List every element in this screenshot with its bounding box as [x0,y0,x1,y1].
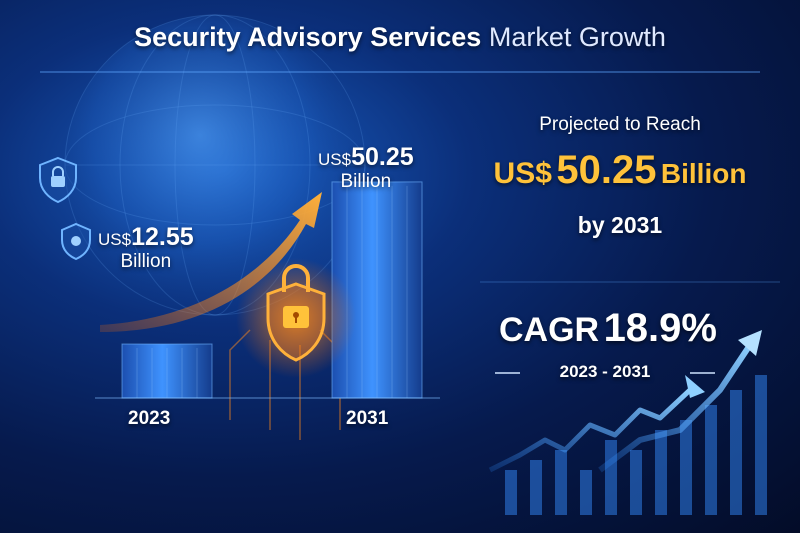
data-label-value: 12.55 [131,223,194,251]
globe-grid [64,14,366,316]
projection-value: US$ 50.25 Billion [460,148,780,193]
padlock-icon [266,264,326,362]
data-label-2023: US$12.55 Billion [98,223,194,272]
projection-year: by 2031 [577,212,663,238]
cagr-value: 18.9% [603,306,717,350]
projection-unit: Billion [660,158,747,189]
shield-lock-icon [39,156,77,204]
data-label-2031: US$50.25 Billion [318,143,414,192]
page-title: Security Advisory Services Market Growth [0,22,800,53]
cagr-stat: CAGR 18.9% [478,306,738,351]
data-label-currency: US$ [318,150,352,169]
cagr-period: 2023 - 2031 [559,362,651,381]
data-label-value: 50.25 [351,143,414,171]
data-label-currency: US$ [98,230,132,249]
projection-label: Projected to Reach [539,114,701,135]
projection-number: 50.25 [556,148,657,192]
title-light: Market Growth [488,22,666,52]
growth-decoration [488,330,767,515]
title-bold: Security Advisory Services [134,22,482,52]
data-label-unit: Billion [120,250,172,272]
data-label-unit: Billion [340,170,392,192]
projection-currency: US$ [493,157,552,190]
x-tick-2031: 2031 [346,408,389,429]
shield-lock-icon [61,222,91,261]
x-tick-2023: 2023 [128,408,171,429]
cagr-label: CAGR [499,311,600,349]
bar-2023 [121,343,213,399]
